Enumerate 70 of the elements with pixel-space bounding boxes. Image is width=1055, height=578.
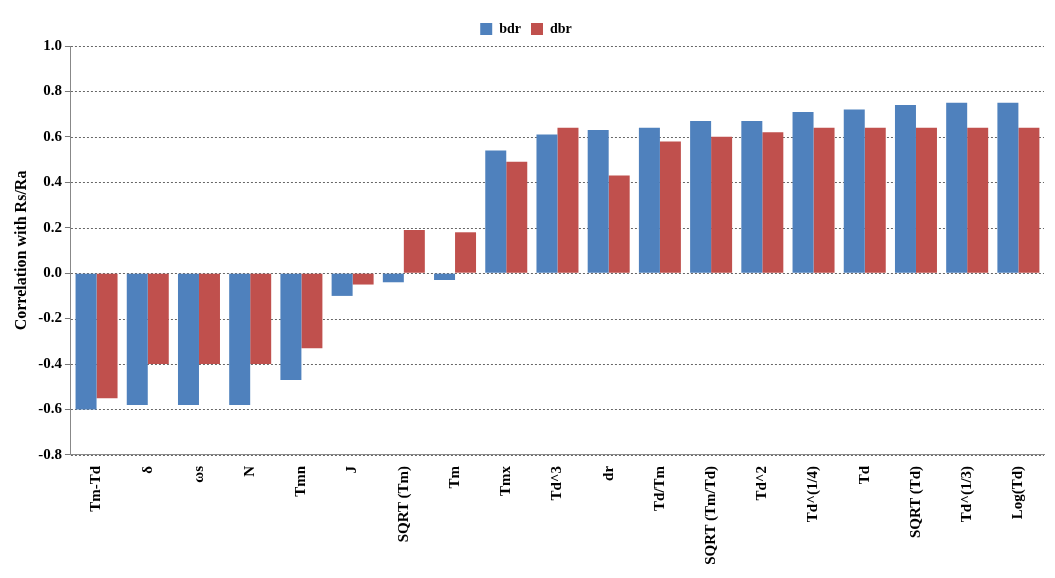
- legend-label: dbr: [550, 20, 572, 36]
- y-tick-label: 0.0: [43, 264, 62, 281]
- bar: [967, 127, 989, 273]
- x-tick-label: Tmn: [292, 465, 309, 497]
- x-tick-label: δ: [138, 465, 155, 474]
- x-tick-label: SQRT (Tm): [394, 465, 412, 543]
- bar: [198, 273, 220, 365]
- bar: [280, 273, 302, 380]
- bar: [864, 127, 886, 273]
- x-tick-label: SQRT (Tm/Td): [701, 465, 719, 565]
- y-tick-label: -0.4: [38, 354, 63, 371]
- y-tick-label: -0.2: [38, 309, 62, 326]
- bar: [331, 273, 353, 296]
- x-tick-label: Td^(1/4): [804, 465, 822, 523]
- x-tick-label: SQRT (Td): [906, 465, 924, 539]
- x-tick-label: Td^(1/3): [958, 465, 976, 523]
- bar: [1018, 127, 1040, 273]
- x-tick-label: Tmx: [497, 465, 514, 496]
- bar: [382, 273, 404, 283]
- y-tick-label: 0.2: [43, 218, 62, 235]
- x-tick-label: N: [241, 465, 258, 477]
- bar: [762, 132, 784, 273]
- bar: [485, 150, 507, 273]
- bar: [946, 102, 968, 273]
- legend-label: bdr: [499, 20, 522, 36]
- x-tick-label: Log(Td): [1009, 465, 1027, 520]
- bar: [96, 273, 118, 399]
- bar: [352, 273, 374, 285]
- bar: [711, 136, 733, 273]
- bar: [997, 102, 1019, 273]
- y-axis-title: Correlation with Rs/Ra: [11, 170, 29, 331]
- bar: [792, 111, 814, 273]
- x-tick-label: Td^2: [753, 465, 770, 501]
- y-tick-label: 0.6: [43, 127, 63, 144]
- bar: [741, 120, 763, 273]
- bar: [659, 141, 681, 273]
- x-tick-label: Tm: [445, 465, 462, 489]
- y-tick-label: -0.6: [38, 400, 63, 417]
- x-tick-label: Td/Tm: [650, 465, 667, 511]
- bar: [250, 273, 272, 365]
- bar: [147, 273, 169, 365]
- bar: [690, 120, 712, 273]
- bar: [894, 105, 916, 273]
- y-tick-label: 0.8: [43, 82, 62, 99]
- x-tick-label: Tm-Td: [87, 465, 104, 512]
- bar: [557, 127, 579, 273]
- x-tick-label: Td^3: [548, 465, 565, 501]
- bar: [434, 273, 456, 280]
- bar: [608, 175, 630, 273]
- bar: [126, 273, 148, 405]
- y-tick-label: 1.0: [43, 36, 62, 53]
- x-tick-label: J: [343, 465, 360, 474]
- bar: [506, 161, 528, 273]
- bar: [587, 130, 609, 273]
- y-tick-label: 0.4: [43, 173, 63, 190]
- bar: [638, 127, 660, 273]
- bar: [301, 273, 323, 349]
- bar: [455, 232, 477, 273]
- x-tick-label: ωs: [189, 465, 206, 483]
- bar: [229, 273, 251, 405]
- bar: [536, 134, 558, 273]
- x-tick-label: dr: [599, 465, 616, 481]
- bar: [843, 109, 865, 273]
- bar: [915, 127, 937, 273]
- bar: [75, 273, 97, 410]
- bar: [177, 273, 199, 405]
- bar: [813, 127, 835, 273]
- bar: [403, 230, 425, 273]
- x-tick-label: Td: [855, 465, 872, 485]
- y-tick-label: -0.8: [38, 445, 62, 462]
